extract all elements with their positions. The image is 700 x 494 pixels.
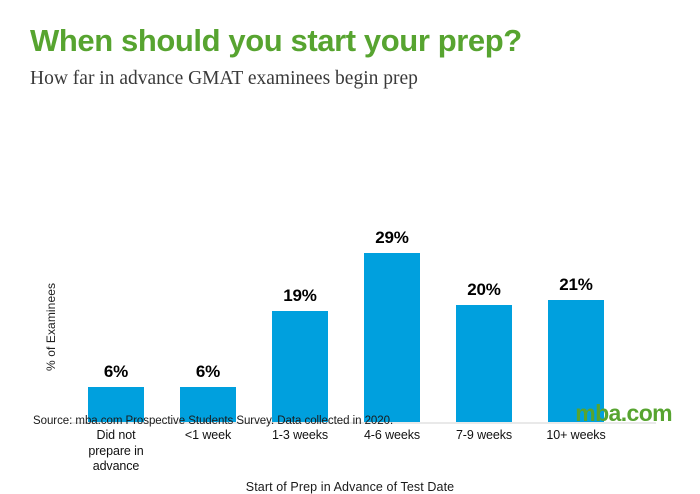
bar[interactable] <box>180 387 236 422</box>
bar-group: 6% 6% 19% 29% 20% 21% <box>70 110 655 422</box>
bar-value-label: 20% <box>467 280 501 300</box>
bar[interactable] <box>456 305 512 422</box>
bar[interactable] <box>548 299 604 422</box>
slide-root: When should you start your prep? How far… <box>0 23 700 494</box>
x-axis-category-labels: Did not prepare in advance <1 week 1-3 weeks… <box>70 428 655 475</box>
bar-value-label: 21% <box>559 274 593 294</box>
page-title: When should you start your prep? <box>30 23 522 58</box>
y-axis-title: % of Examinees <box>44 282 58 371</box>
bar-slot: 19% <box>254 110 346 422</box>
source-note: Source: mba.com Prospective Students Sur… <box>33 415 394 427</box>
page-subtitle: How far in advance GMAT examinees begin … <box>30 68 418 90</box>
bar-slot: 20% <box>438 110 530 422</box>
category-label: Did not prepare in advance <box>88 428 144 474</box>
x-axis-title: Start of Prep in Advance of Test Date <box>245 480 455 494</box>
category-label: 1-3 weeks <box>271 428 329 442</box>
x-axis-baseline <box>70 422 656 424</box>
category-label: 7-9 weeks <box>455 428 513 442</box>
bar-value-label: 19% <box>283 286 317 306</box>
mba-logo: mba.com <box>575 400 672 426</box>
category-label: 4-6 weeks <box>363 428 421 442</box>
bar[interactable] <box>364 253 420 422</box>
bar-slot: 6% <box>162 110 254 422</box>
bar-value-label: 29% <box>375 228 409 247</box>
category-label: 10+ weeks <box>546 428 606 442</box>
category-label: <1 week <box>184 428 232 442</box>
header: When should you start your prep? How far… <box>30 23 670 90</box>
bar[interactable] <box>272 311 328 422</box>
bar-slot: 6% <box>70 110 162 422</box>
bar-slot: 21% <box>530 110 622 422</box>
bar[interactable] <box>88 387 144 422</box>
bar-value-label: 6% <box>103 362 129 382</box>
bar-value-label: 6% <box>195 362 221 382</box>
bar-chart: % of Examinees 6% 6% 19% 29% 20% 21% Did not p… <box>0 110 700 494</box>
bar-slot: 29% <box>346 110 438 422</box>
